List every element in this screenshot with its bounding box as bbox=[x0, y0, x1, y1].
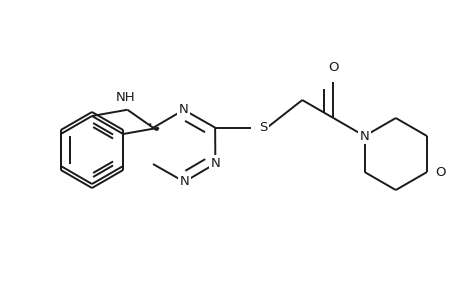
Text: N: N bbox=[210, 157, 220, 170]
Text: N: N bbox=[359, 130, 369, 142]
Text: N: N bbox=[179, 175, 189, 188]
Text: O: O bbox=[434, 166, 444, 178]
Text: NH: NH bbox=[115, 91, 135, 104]
Text: S: S bbox=[258, 121, 267, 134]
Text: O: O bbox=[327, 61, 338, 74]
Text: N: N bbox=[179, 103, 188, 116]
